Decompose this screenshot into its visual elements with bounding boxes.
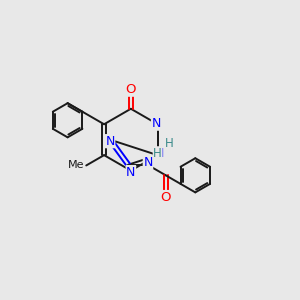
Text: Me: Me <box>68 160 84 170</box>
Text: O: O <box>160 190 171 204</box>
Text: N: N <box>105 135 115 148</box>
Text: O: O <box>126 83 136 96</box>
Text: N: N <box>126 166 136 178</box>
Text: H: H <box>153 147 162 160</box>
Text: N: N <box>154 147 164 160</box>
Text: H: H <box>164 137 173 151</box>
Text: N: N <box>152 117 161 130</box>
Text: N: N <box>143 156 153 169</box>
